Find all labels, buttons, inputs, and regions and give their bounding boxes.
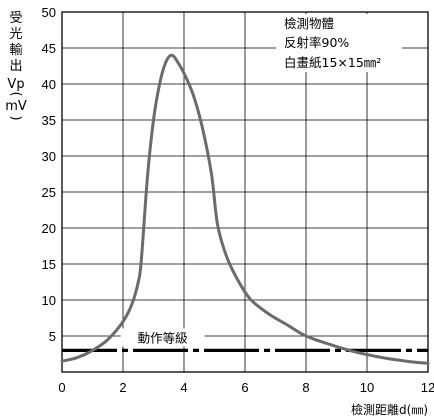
y-tick-label: 15	[42, 257, 56, 272]
threshold-label-bg	[120, 328, 205, 347]
y-label-char: 受	[9, 11, 22, 26]
x-tick-label: 0	[58, 380, 65, 395]
x-tick-label: 6	[241, 380, 248, 395]
y-tick-label: 50	[42, 5, 56, 20]
y-label-char: mV	[5, 99, 27, 114]
x-tick-label: 10	[360, 380, 374, 395]
y-label-char: Vp	[7, 77, 24, 92]
y-tick-labels: 5 10 15 20 25 30 35 40 45 50	[42, 5, 56, 344]
annotation-line-1: 檢測物體	[284, 16, 334, 31]
y-tick-label: 35	[42, 113, 56, 128]
y-label-char: (	[8, 91, 23, 96]
y-tick-label: 10	[42, 293, 56, 308]
y-tick-label: 20	[42, 221, 56, 236]
y-tick-label: 5	[49, 329, 56, 344]
threshold-line-group: 動作等級	[62, 328, 428, 352]
series-line	[60, 53, 430, 365]
threshold-label: 動作等級	[138, 330, 189, 345]
annotation-box: 檢測物體 反射率90% 白畫紙15×15㎜²	[276, 14, 402, 72]
annotation-line-3: 白畫紙15×15㎜²	[284, 55, 381, 70]
y-tick-label: 30	[42, 149, 56, 164]
y-label-char: )	[8, 115, 23, 120]
x-tick-label: 2	[119, 380, 126, 395]
y-tick-label: 25	[42, 185, 56, 200]
y-label-char: 輸	[9, 43, 22, 58]
x-tick-labels: 0 2 4 6 8 10 12	[58, 380, 434, 395]
y-label-char: 光	[9, 27, 22, 42]
y-label-char: 出	[9, 59, 22, 74]
x-axis-label: 檢測距離d(㎜)	[351, 402, 428, 417]
plot-frame	[61, 11, 429, 373]
x-tick-label: 8	[302, 380, 309, 395]
annotation-line-2: 反射率90%	[284, 35, 349, 50]
y-tick-label: 40	[42, 77, 56, 92]
x-tick-label: 12	[421, 380, 434, 395]
y-tick-label: 45	[42, 41, 56, 56]
x-tick-label: 4	[180, 380, 187, 395]
